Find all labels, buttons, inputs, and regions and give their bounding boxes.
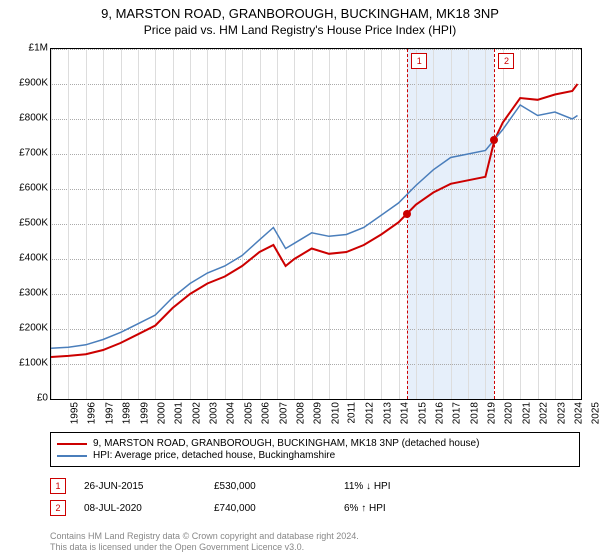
x-axis-label: 2017 xyxy=(452,402,463,424)
transaction-row: 2 08-JUL-2020 £740,000 6% ↑ HPI xyxy=(50,500,474,516)
x-axis-label: 2000 xyxy=(156,402,167,424)
legend-label: 9, MARSTON ROAD, GRANBOROUGH, BUCKINGHAM… xyxy=(93,438,479,449)
x-axis-label: 2005 xyxy=(243,402,254,424)
series-line xyxy=(51,105,578,348)
legend-swatch xyxy=(57,455,87,457)
line-layer xyxy=(51,49,581,399)
y-axis-label: £100K xyxy=(4,358,48,369)
x-axis-label: 2023 xyxy=(556,402,567,424)
x-axis-label: 2020 xyxy=(504,402,515,424)
x-axis-label: 2006 xyxy=(260,402,271,424)
x-axis-label: 2011 xyxy=(347,402,358,424)
x-axis-label: 2004 xyxy=(226,402,237,424)
plot-area: 12 xyxy=(50,48,582,400)
x-axis-label: 2019 xyxy=(486,402,497,424)
marker-label: 1 xyxy=(411,53,427,69)
x-axis-label: 2013 xyxy=(382,402,393,424)
x-axis-label: 2012 xyxy=(365,402,376,424)
data-point xyxy=(403,210,411,218)
y-axis-label: £1M xyxy=(4,43,48,54)
transaction-marker: 2 xyxy=(50,500,66,516)
x-axis-label: 1999 xyxy=(139,402,150,424)
x-axis-label: 2015 xyxy=(417,402,428,424)
x-axis-label: 1997 xyxy=(104,402,115,424)
x-axis-label: 2001 xyxy=(174,402,185,424)
x-axis-label: 2021 xyxy=(521,402,532,424)
marker-line xyxy=(494,49,495,399)
y-axis-label: £0 xyxy=(4,393,48,404)
y-axis-label: £500K xyxy=(4,218,48,229)
y-axis-label: £300K xyxy=(4,288,48,299)
x-axis-label: 1998 xyxy=(121,402,132,424)
x-axis-label: 2002 xyxy=(191,402,202,424)
x-axis-label: 2025 xyxy=(591,402,600,424)
chart-title: 9, MARSTON ROAD, GRANBOROUGH, BUCKINGHAM… xyxy=(0,0,600,21)
x-axis-label: 2003 xyxy=(208,402,219,424)
y-axis-label: £600K xyxy=(4,183,48,194)
footer-line1: Contains HM Land Registry data © Crown c… xyxy=(50,531,359,543)
legend-item: HPI: Average price, detached house, Buck… xyxy=(57,450,573,461)
x-axis-label: 2016 xyxy=(434,402,445,424)
footer: Contains HM Land Registry data © Crown c… xyxy=(50,531,359,554)
legend: 9, MARSTON ROAD, GRANBOROUGH, BUCKINGHAM… xyxy=(50,432,580,467)
x-axis-label: 2008 xyxy=(295,402,306,424)
marker-label: 2 xyxy=(498,53,514,69)
footer-line2: This data is licensed under the Open Gov… xyxy=(50,542,359,554)
x-axis-label: 2022 xyxy=(538,402,549,424)
legend-label: HPI: Average price, detached house, Buck… xyxy=(93,450,335,461)
chart-subtitle: Price paid vs. HM Land Registry's House … xyxy=(0,23,600,37)
y-axis-label: £700K xyxy=(4,148,48,159)
series-line xyxy=(51,84,578,357)
transaction-date: 08-JUL-2020 xyxy=(84,503,214,514)
legend-item: 9, MARSTON ROAD, GRANBOROUGH, BUCKINGHAM… xyxy=(57,438,573,449)
x-axis-label: 2009 xyxy=(313,402,324,424)
transaction-date: 26-JUN-2015 xyxy=(84,481,214,492)
x-axis-label: 1995 xyxy=(69,402,80,424)
transaction-marker: 1 xyxy=(50,478,66,494)
x-axis-label: 2010 xyxy=(330,402,341,424)
y-axis-label: £900K xyxy=(4,78,48,89)
x-axis-label: 2024 xyxy=(573,402,584,424)
data-point xyxy=(490,136,498,144)
transaction-price: £530,000 xyxy=(214,481,344,492)
x-axis-label: 2014 xyxy=(399,402,410,424)
y-axis-label: £400K xyxy=(4,253,48,264)
chart-container: 9, MARSTON ROAD, GRANBOROUGH, BUCKINGHAM… xyxy=(0,0,600,560)
marker-line xyxy=(407,49,408,399)
x-axis-label: 2007 xyxy=(278,402,289,424)
x-axis-label: 1996 xyxy=(87,402,98,424)
y-axis-label: £200K xyxy=(4,323,48,334)
transaction-pct: 6% ↑ HPI xyxy=(344,503,474,514)
transaction-price: £740,000 xyxy=(214,503,344,514)
transaction-row: 1 26-JUN-2015 £530,000 11% ↓ HPI xyxy=(50,478,474,494)
y-axis-label: £800K xyxy=(4,113,48,124)
transaction-pct: 11% ↓ HPI xyxy=(344,481,474,492)
legend-swatch xyxy=(57,443,87,445)
x-axis-label: 2018 xyxy=(469,402,480,424)
